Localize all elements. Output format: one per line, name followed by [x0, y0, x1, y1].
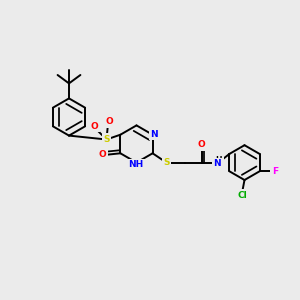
Text: O: O — [91, 122, 98, 131]
Text: O: O — [106, 117, 113, 126]
Text: O: O — [98, 150, 106, 159]
Text: F: F — [272, 167, 278, 176]
Text: Cl: Cl — [237, 191, 247, 200]
Text: S: S — [103, 135, 110, 144]
Text: O: O — [198, 140, 206, 149]
Text: N: N — [213, 159, 221, 168]
Text: S: S — [163, 158, 170, 167]
Text: H: H — [216, 156, 222, 165]
Text: N: N — [150, 130, 158, 139]
Text: NH: NH — [128, 160, 143, 169]
